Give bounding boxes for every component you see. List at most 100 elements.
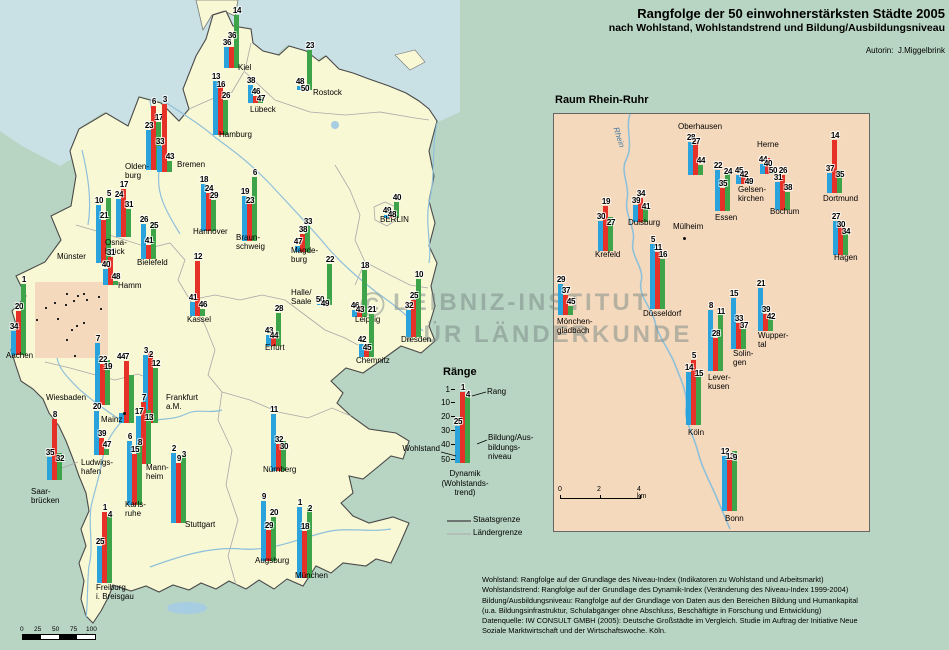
bildung-bar bbox=[568, 306, 573, 315]
dynamik-bar bbox=[302, 88, 307, 90]
rank-value: 15 bbox=[694, 369, 704, 379]
rank-value: 24 bbox=[723, 166, 733, 176]
city-label: Kassel bbox=[187, 315, 212, 324]
city-dot bbox=[123, 412, 126, 415]
city-label: Münster bbox=[57, 252, 86, 261]
rank-value: 11 bbox=[717, 306, 725, 316]
rank-value: 15 bbox=[130, 444, 140, 454]
city-label: Ludwigs- hafen bbox=[81, 458, 114, 476]
city-label: Gelsen- kirchen bbox=[738, 185, 767, 203]
ruhr-city-dot bbox=[70, 328, 73, 331]
city-label: Solin- gen bbox=[733, 349, 754, 367]
ems-river bbox=[81, 149, 91, 226]
city-label: Chemnitz bbox=[356, 356, 390, 365]
rank-value: 47 bbox=[256, 93, 266, 103]
rank-value: 48 bbox=[111, 271, 121, 281]
dynamik-bar bbox=[52, 418, 57, 480]
rank-value: 18 bbox=[300, 522, 310, 532]
rank-value: 3 bbox=[143, 345, 149, 355]
dynamik-bar bbox=[741, 171, 746, 184]
ruhr-city-dot bbox=[45, 306, 48, 309]
rank-value: 5 bbox=[691, 350, 697, 360]
rank-value: 26 bbox=[221, 90, 231, 100]
rank-value: 45 bbox=[566, 297, 576, 307]
legend-tick-label: 30 bbox=[441, 426, 450, 436]
bildung-bar bbox=[837, 170, 842, 193]
city-label: Rostock bbox=[313, 88, 342, 97]
dynamik-bar bbox=[146, 244, 151, 259]
footnote-line: Soziale Marktwirtschaft und der Wirtscha… bbox=[482, 626, 667, 636]
legend-tick-label: 20 bbox=[441, 411, 450, 421]
rank-value: 32 bbox=[274, 435, 284, 445]
bildung-bar bbox=[746, 181, 751, 184]
rank-value: 6 bbox=[127, 432, 133, 442]
wohlstand-bar bbox=[157, 146, 162, 172]
rank-value: 20 bbox=[269, 507, 279, 517]
city-label: Düsseldorf bbox=[643, 309, 682, 318]
legend-tick-mark bbox=[451, 430, 455, 432]
rank-value: 10 bbox=[94, 195, 104, 205]
ruhr-city-dot bbox=[82, 292, 85, 295]
rank-value: 8 bbox=[137, 438, 143, 448]
wohlstand-bar bbox=[213, 81, 218, 135]
wohlstand-bar bbox=[248, 84, 253, 103]
ruhr-city-dot bbox=[76, 324, 79, 327]
bildung-bar bbox=[113, 280, 118, 285]
dynamik-bar bbox=[218, 85, 223, 135]
bildung-bar bbox=[698, 165, 703, 175]
rank-value: 42 bbox=[357, 335, 367, 345]
ruhr-city-dot bbox=[36, 318, 39, 321]
wohlstand-bar bbox=[141, 223, 146, 259]
footnote-line: Wohlstand: Rangfolge auf der Grundlage d… bbox=[482, 575, 824, 584]
bildung-bar bbox=[126, 208, 131, 237]
dynamik-bar bbox=[162, 103, 167, 172]
page-title: Rangfolge der 50 einwohnerstärksten Städ… bbox=[637, 6, 945, 21]
rank-value: 29 bbox=[209, 190, 219, 200]
city-label: Frankfurt a.M. bbox=[166, 393, 199, 411]
scale-label: 25 bbox=[34, 626, 42, 633]
city-label: Bochum bbox=[770, 207, 800, 216]
city-label: Mainz bbox=[101, 415, 123, 424]
dynamik-bar bbox=[763, 313, 768, 331]
dynamik-bar bbox=[151, 106, 156, 170]
rank-value: 19 bbox=[240, 186, 250, 196]
bildung-bar bbox=[151, 222, 156, 259]
rank-value: 3 bbox=[181, 450, 187, 460]
legend-dynamik-label: Dynamik (Wohlstands- trend) bbox=[441, 469, 489, 497]
rank-value: 38 bbox=[298, 224, 308, 234]
ruhr-city-dot bbox=[53, 301, 56, 304]
rank-value: 25 bbox=[453, 417, 463, 427]
scale-label: 75 bbox=[70, 626, 78, 633]
rank-value: 40 bbox=[392, 193, 402, 203]
wohlstand-bar bbox=[317, 303, 322, 305]
rank-value: 22 bbox=[98, 354, 108, 364]
bildung-bar bbox=[146, 410, 151, 464]
bildung-bar bbox=[252, 177, 257, 241]
bildung-bar bbox=[211, 199, 216, 231]
legend-bildung-label: Bildung/Aus- bildungs- niveau bbox=[488, 433, 534, 461]
rank-value: 12 bbox=[193, 251, 203, 261]
rank-value: 25 bbox=[149, 220, 159, 230]
rank-value: 4 bbox=[465, 390, 471, 399]
inset-title: Raum Rhein-Ruhr bbox=[555, 94, 649, 106]
wohlstand-bar bbox=[94, 410, 99, 455]
rank-value: 9 bbox=[176, 454, 182, 464]
rank-value: 34 bbox=[841, 227, 851, 237]
watermark: © LEIBNIZ-INSTITUT FÜR LÄNDERKUNDE bbox=[360, 288, 692, 350]
rank-value: 43 bbox=[165, 151, 175, 161]
rank-value: 8 bbox=[52, 409, 58, 419]
rank-value: 38 bbox=[246, 75, 256, 85]
rank-value: 14 bbox=[684, 363, 694, 373]
bildung-bar bbox=[106, 197, 111, 263]
rank-value: 18 bbox=[199, 175, 209, 185]
rank-value: 14 bbox=[232, 6, 242, 16]
wohlstand-bar bbox=[297, 507, 302, 578]
rank-value: 47 bbox=[293, 237, 303, 247]
wohlstand-bar bbox=[359, 344, 364, 357]
bildung-bar bbox=[327, 263, 332, 305]
rank-value: 1 bbox=[21, 275, 27, 284]
rank-value: 1 bbox=[460, 383, 466, 392]
rank-value: 45 bbox=[734, 166, 744, 176]
legend-tick-label: 1 bbox=[445, 385, 450, 394]
rank-value: 14 bbox=[830, 131, 840, 141]
